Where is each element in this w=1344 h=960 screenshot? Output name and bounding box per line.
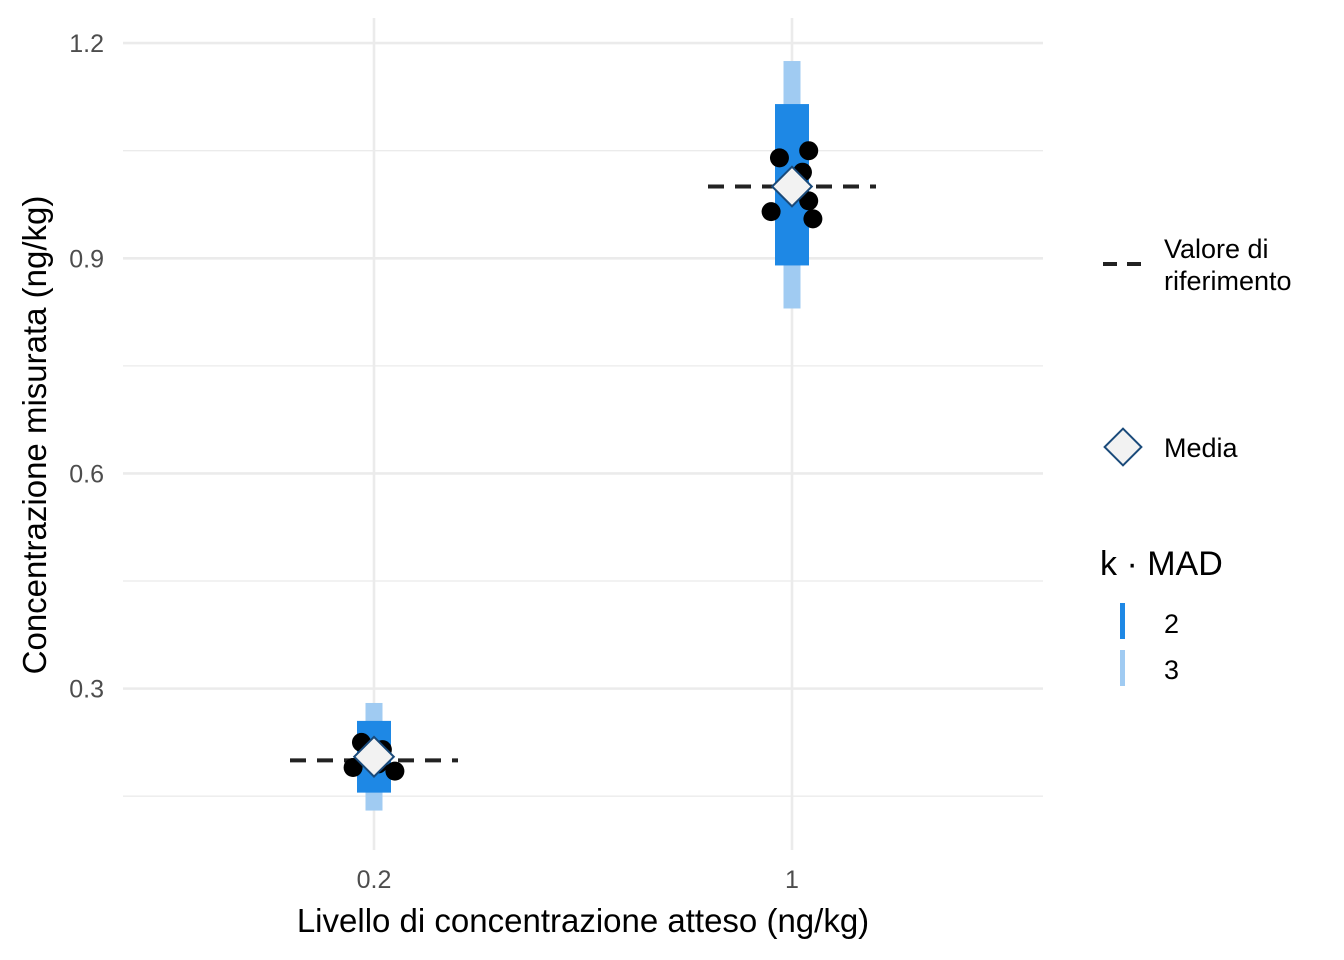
legend-mad3-key (1120, 650, 1125, 686)
legend-mad2-label: 2 (1164, 609, 1179, 639)
data-point (343, 758, 363, 778)
x-tick-label: 1 (785, 866, 799, 894)
data-point (803, 209, 823, 229)
legend-mean-key (1103, 427, 1143, 467)
data-point (769, 148, 789, 168)
legend-reference-label-line1: Valore di (1164, 234, 1269, 264)
y-axis-label: Concentrazione misurata (ng/kg) (16, 196, 53, 675)
mean-marker (770, 165, 814, 208)
grid (123, 18, 1043, 850)
legend-mad3-label: 3 (1164, 655, 1179, 685)
y-tick-label: 0.9 (69, 245, 104, 273)
data-point (799, 191, 819, 211)
data-point (799, 141, 819, 161)
legend-mad-title: k · MAD (1100, 545, 1223, 583)
data-points (343, 141, 823, 781)
y-tick-label: 1.2 (69, 30, 104, 58)
legend-reference-label-line2: riferimento (1164, 266, 1292, 296)
data-point (385, 761, 405, 781)
mean-markers (352, 165, 814, 778)
legend-mad2-key (1120, 603, 1125, 639)
y-tick-label: 0.3 (69, 676, 104, 704)
x-tick-label: 0.2 (357, 866, 392, 894)
legend-mean-label: Media (1164, 433, 1239, 463)
legend-reference-label: Valore di riferimento (1164, 234, 1292, 296)
legend: Valore di riferimento Media k · MAD 2 3 (1100, 234, 1292, 686)
x-axis-label: Livello di concentrazione atteso (ng/kg) (297, 902, 869, 939)
mad-bars (357, 61, 809, 811)
y-tick-label: 0.6 (69, 460, 104, 488)
y-tick-labels: 0.3 0.6 0.9 1.2 (69, 30, 104, 704)
data-point (761, 202, 781, 222)
x-tick-labels: 0.2 1 (357, 866, 799, 894)
mean-marker (352, 735, 396, 778)
